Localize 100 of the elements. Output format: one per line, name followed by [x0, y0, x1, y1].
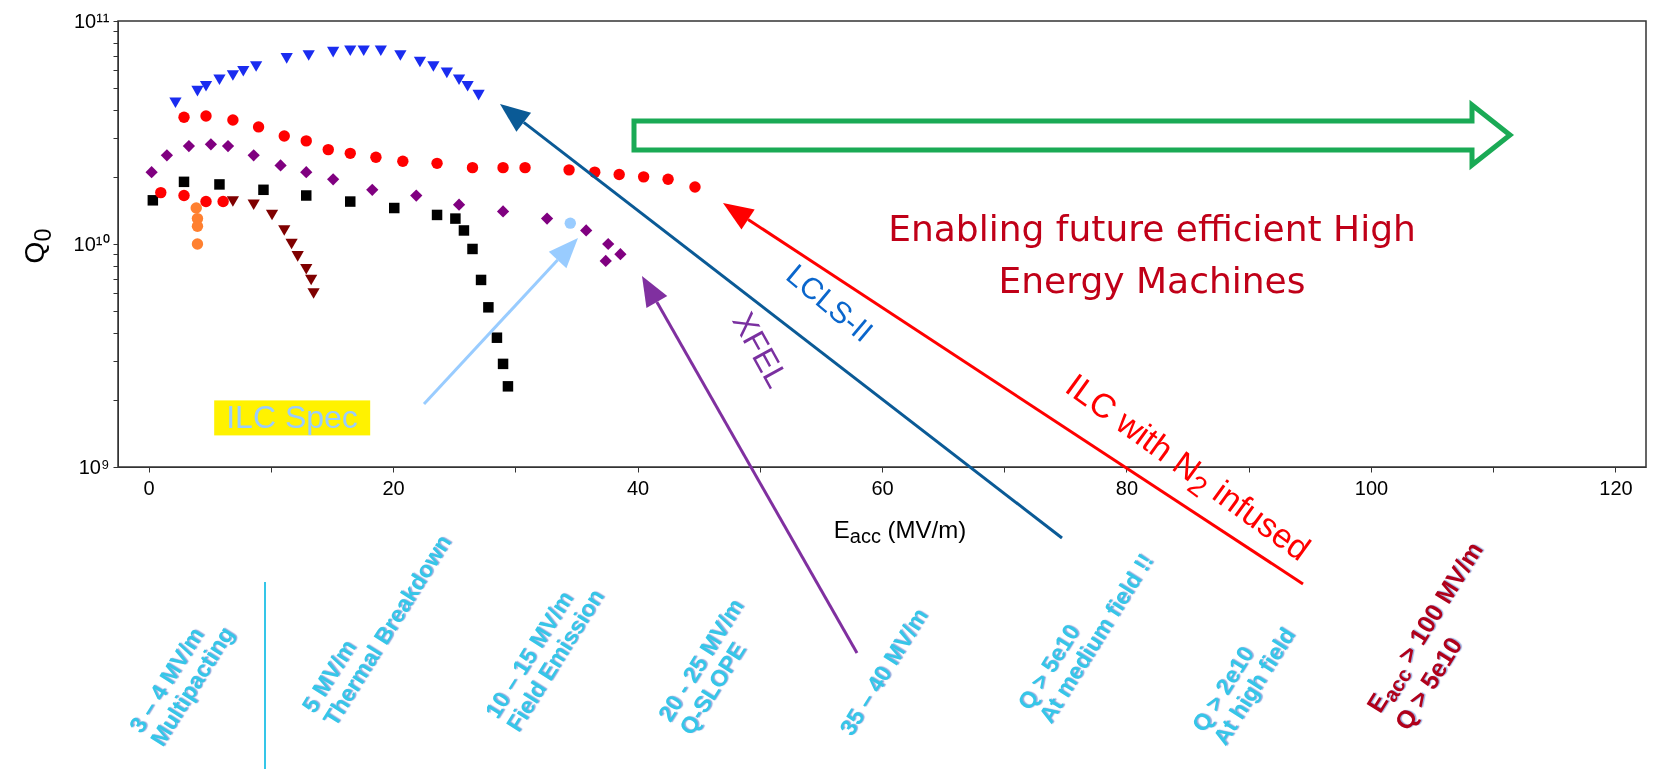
- point: [374, 45, 387, 57]
- point: [247, 199, 260, 211]
- point: [250, 61, 263, 72]
- point: [563, 164, 575, 176]
- point: [307, 288, 320, 299]
- point: [147, 195, 159, 206]
- annotation: Enabling future efficient High Energy Machines: [888, 206, 1416, 303]
- point: [519, 161, 531, 174]
- point: [450, 213, 461, 224]
- point: [466, 161, 479, 174]
- x-tick-label: 60: [871, 476, 894, 499]
- point: [461, 80, 474, 92]
- x-tick-label: 80: [1115, 476, 1139, 499]
- point: [472, 89, 485, 101]
- point: [613, 168, 625, 181]
- point: [258, 184, 269, 196]
- point: [564, 217, 576, 229]
- point: [413, 56, 427, 68]
- point: [190, 202, 202, 214]
- x-tick-label: 20: [382, 476, 405, 499]
- point: [614, 248, 627, 261]
- point: [427, 61, 440, 72]
- point: [274, 159, 287, 172]
- point: [370, 151, 382, 163]
- x-tick-label: 40: [626, 476, 650, 499]
- point: [440, 67, 453, 79]
- x-tick-label: 120: [1599, 476, 1633, 499]
- point: [247, 149, 260, 162]
- point: [322, 143, 334, 156]
- point: [344, 45, 357, 57]
- point: [227, 114, 239, 126]
- point: [278, 225, 291, 236]
- point: [345, 196, 356, 207]
- point: [491, 332, 503, 343]
- point: [252, 121, 265, 133]
- point: [483, 302, 494, 313]
- point: [213, 74, 226, 86]
- point: [344, 147, 356, 160]
- point: [300, 264, 313, 275]
- annotation: XFEL: [725, 306, 796, 394]
- point: [200, 110, 212, 122]
- point: [366, 183, 379, 196]
- point: [431, 157, 443, 170]
- point: [217, 195, 229, 208]
- point: [637, 171, 650, 183]
- point: [191, 85, 204, 97]
- y-tick-label: 10¹⁰: [73, 232, 110, 255]
- point: [357, 45, 370, 57]
- point: [475, 274, 487, 286]
- point: [458, 225, 470, 236]
- point: [502, 381, 514, 392]
- point: [467, 243, 478, 255]
- point: [237, 65, 250, 77]
- point: [602, 237, 615, 251]
- y-tick-label: 10¹¹: [73, 9, 110, 32]
- point: [178, 189, 190, 202]
- point: [226, 70, 240, 81]
- point: [302, 50, 315, 61]
- point: [169, 97, 182, 109]
- point: [397, 155, 409, 167]
- x-tick-label: 100: [1354, 476, 1389, 499]
- point: [155, 186, 167, 199]
- point: [327, 46, 340, 58]
- point: [178, 111, 190, 123]
- point: [278, 130, 290, 142]
- point: [497, 358, 509, 370]
- point: [226, 196, 240, 207]
- point: [452, 74, 466, 86]
- point: [540, 212, 554, 225]
- point: [178, 176, 190, 188]
- point: [301, 190, 312, 201]
- point: [291, 251, 304, 262]
- x-tick-label: 0: [143, 476, 155, 499]
- point: [145, 166, 158, 179]
- point: [265, 209, 279, 221]
- point: [394, 50, 407, 61]
- point: [580, 224, 593, 237]
- point: [204, 138, 218, 151]
- point: [497, 161, 509, 174]
- point: [191, 238, 204, 250]
- point: [410, 189, 423, 202]
- point: [221, 139, 235, 153]
- point: [160, 149, 174, 162]
- annotation: ILC Spec: [214, 399, 370, 436]
- point: [662, 173, 674, 186]
- point: [182, 139, 196, 153]
- point: [280, 53, 293, 64]
- point: [431, 209, 443, 221]
- point: [199, 80, 213, 92]
- point: [599, 254, 612, 268]
- point: [689, 181, 701, 193]
- y-tick-label: 10⁹: [78, 455, 110, 478]
- point: [214, 179, 225, 190]
- point: [285, 238, 298, 250]
- x-axis-title: E$_{acc}$ (MV/m): [833, 515, 967, 549]
- point: [327, 173, 340, 186]
- point: [200, 195, 212, 208]
- point: [305, 274, 318, 286]
- point: [389, 202, 400, 214]
- point: [300, 135, 312, 147]
